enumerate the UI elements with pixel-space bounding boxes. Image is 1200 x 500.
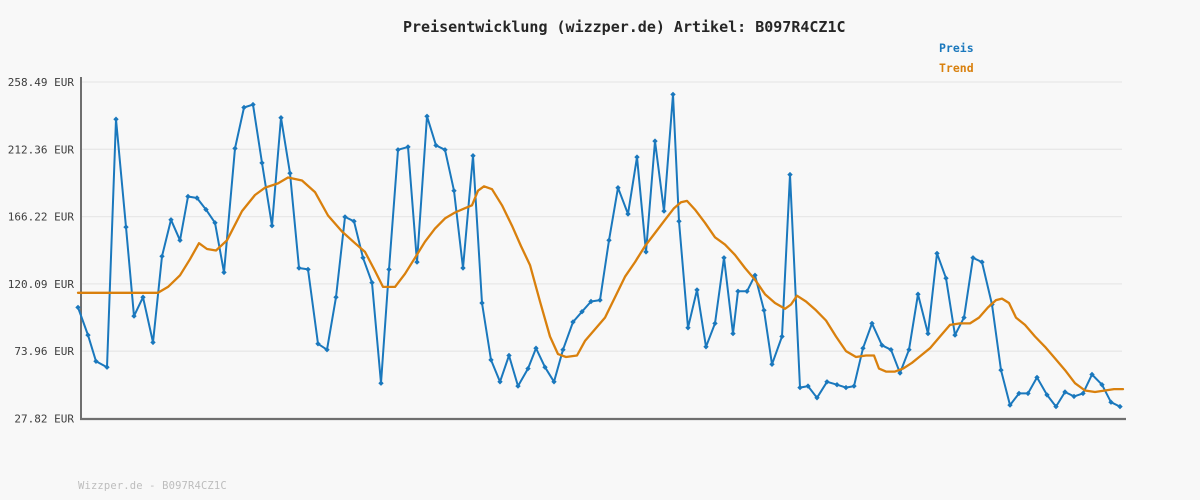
y-tick-labels: 258.49 EUR 212.36 EUR 166.22 EUR 120.09 EUR… — [8, 76, 75, 426]
price-markers — [75, 91, 1123, 410]
price-series — [75, 91, 1123, 410]
svg-text:27.82 EUR: 27.82 EUR — [14, 413, 74, 426]
trend-series — [76, 176, 1125, 394]
svg-text:258.49 EUR: 258.49 EUR — [8, 76, 75, 89]
svg-text:212.36 EUR: 212.36 EUR — [8, 143, 75, 156]
chart-title: Preisentwicklung (wizzper.de) Artikel: B… — [403, 18, 846, 36]
svg-text:120.09 EUR: 120.09 EUR — [8, 278, 75, 291]
watermark-text: Wizzper.de - B097R4CZ1C — [78, 480, 227, 492]
svg-text:166.22 EUR: 166.22 EUR — [8, 211, 75, 224]
legend-item-trend: Trend — [939, 61, 974, 75]
svg-text:73.96 EUR: 73.96 EUR — [14, 345, 74, 358]
trend-line — [76, 176, 1125, 394]
price-line — [77, 93, 1121, 408]
legend-item-preis: Preis — [939, 41, 974, 55]
